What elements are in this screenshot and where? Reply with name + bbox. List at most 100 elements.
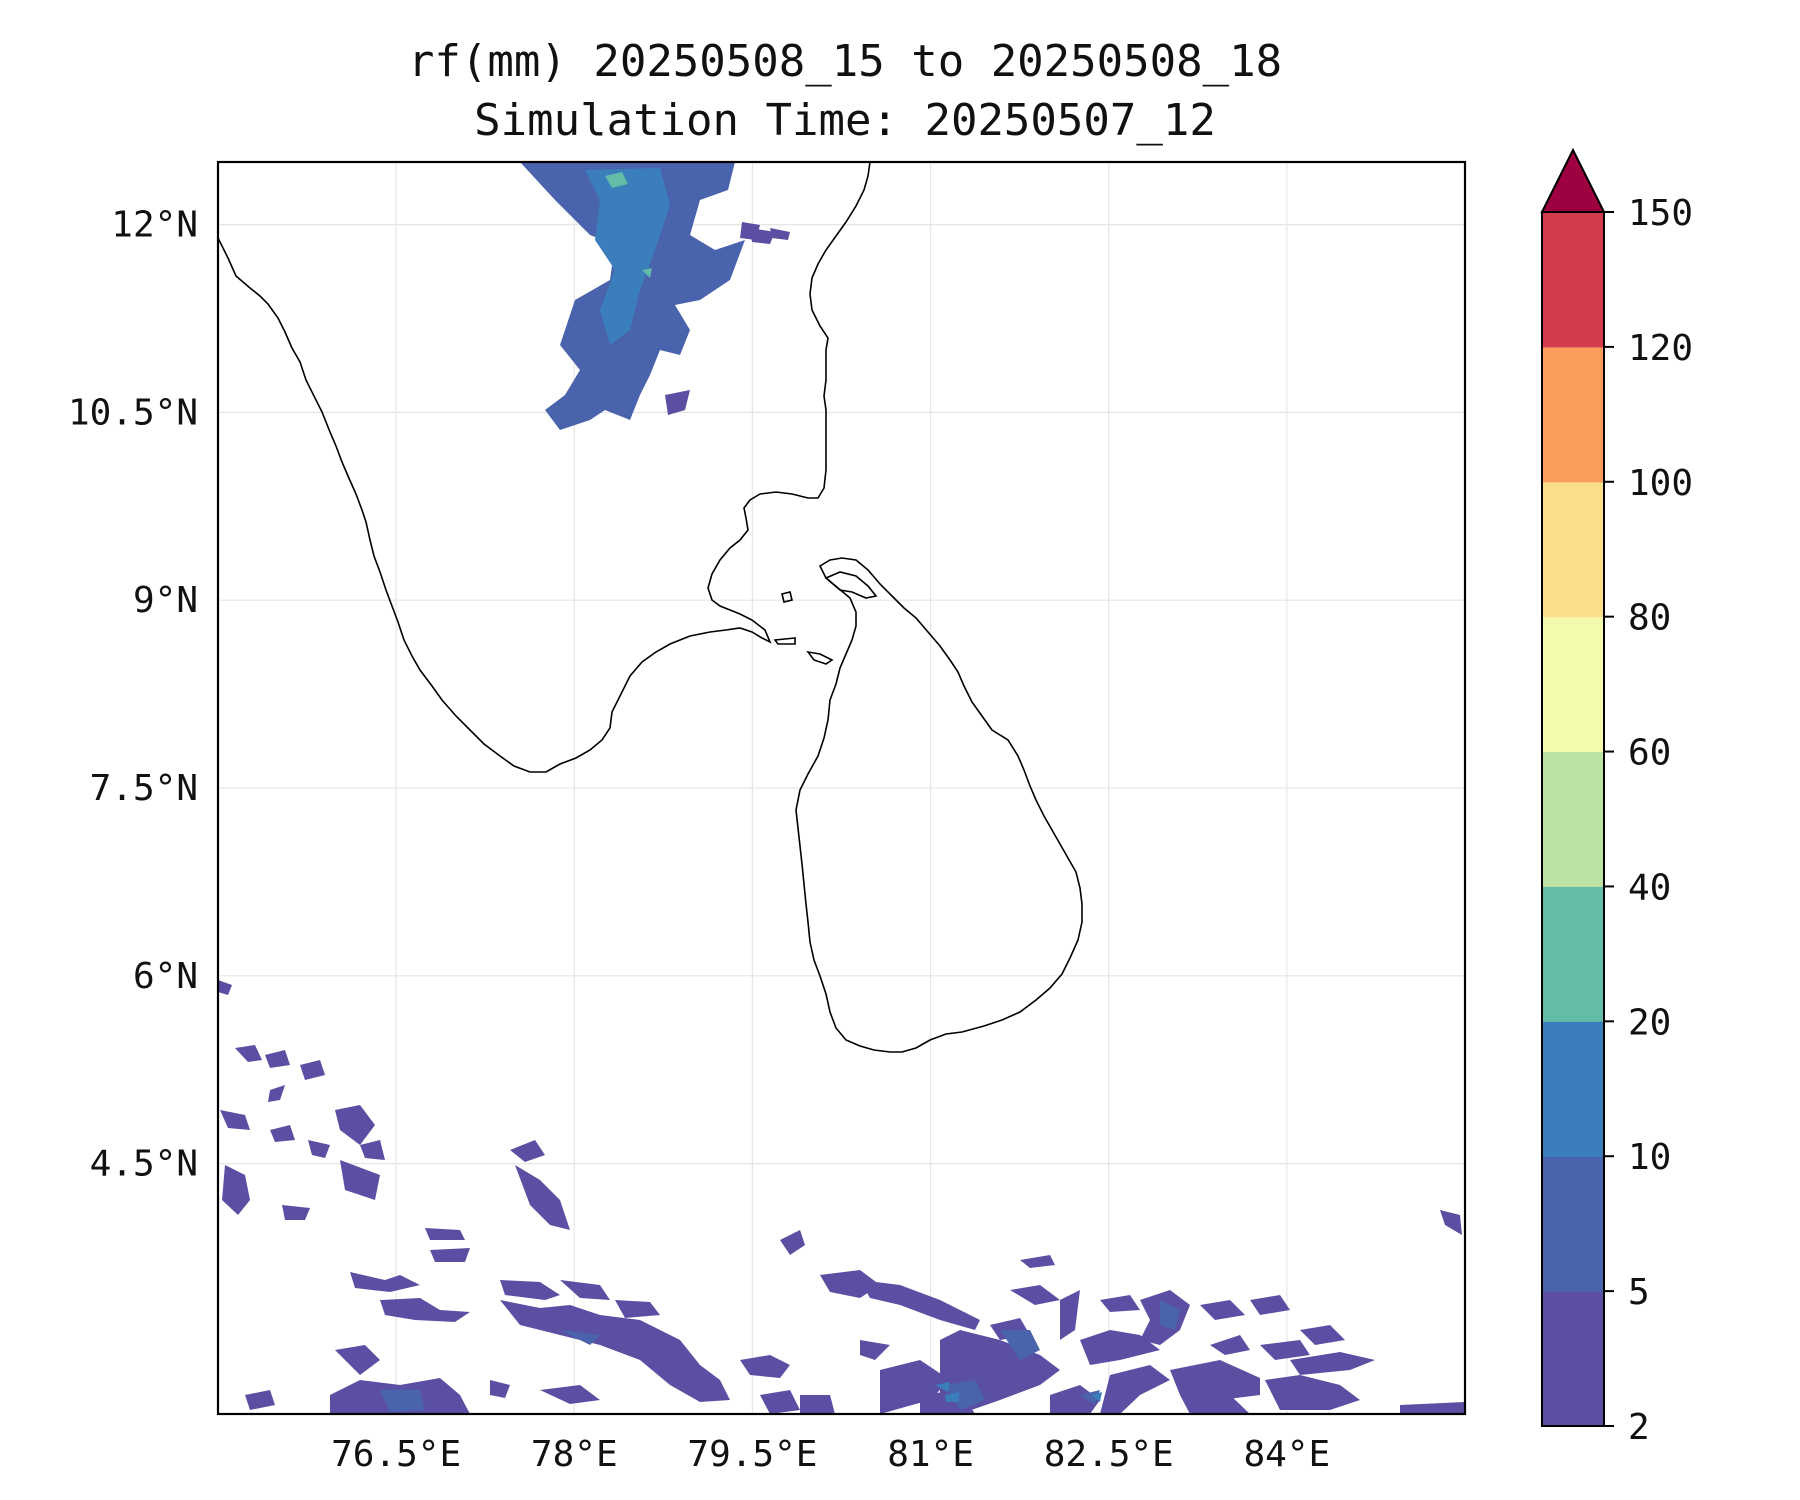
rain-cell-5-10 [560, 1330, 600, 1345]
rain-cell [1060, 1290, 1080, 1340]
rain-cell [1290, 1352, 1375, 1375]
rain-cell [820, 1270, 880, 1298]
rain-cell [245, 1390, 275, 1410]
rain-cell [1300, 1325, 1345, 1345]
rain-cell [515, 1165, 570, 1230]
lat-tick-label: 9°N [133, 580, 198, 621]
rain-cell [308, 1140, 330, 1158]
rain-cell [1200, 1300, 1245, 1320]
rain-cell [360, 1140, 385, 1160]
rain-cell-10-20 [935, 1382, 950, 1392]
rain-cell [1180, 1395, 1250, 1414]
lon-tick-label: 78°E [531, 1434, 618, 1475]
gridlines [218, 162, 1465, 1414]
rain-cell [860, 1340, 890, 1360]
rain-cell [500, 1280, 560, 1300]
rain-cell [282, 1205, 310, 1220]
rain-cell [1170, 1360, 1260, 1400]
lon-tick-label: 82.5°E [1044, 1434, 1174, 1475]
map-frame [216, 160, 1467, 1416]
lon-tick-label: 84°E [1244, 1434, 1331, 1475]
lon-tick-label: 76.5°E [331, 1434, 461, 1475]
rain-cell [1100, 1295, 1140, 1312]
colorbar-segment [1542, 1021, 1604, 1157]
rain-cluster-north-core [585, 168, 670, 345]
rain-cell [880, 1360, 950, 1414]
colorbar-segment [1542, 346, 1604, 483]
rain-cluster-north-peak [605, 172, 628, 188]
rain-cell-10-20 [1092, 1392, 1102, 1402]
coastlines [218, 162, 1083, 1053]
rain-cell [220, 1110, 250, 1130]
rain-cell [510, 1140, 545, 1162]
rain-cell-5-10 [1000, 1330, 1040, 1360]
longitude-labels: 76.5°E 78°E 79.5°E 81°E 82.5°E 84°E [331, 1434, 1330, 1475]
rain-cell [665, 390, 690, 415]
rain-cell [780, 1230, 805, 1255]
rain-cell-5-10 [945, 1380, 985, 1410]
rainfall-contours [218, 162, 1465, 1414]
lat-tick-label: 6°N [133, 956, 198, 997]
rain-cell [540, 1385, 600, 1404]
colorbar-tick-label: 60 [1628, 733, 1671, 774]
rain-cell [615, 1300, 660, 1318]
map-title: rf(mm) 20250508_15 to 20250508_18 [407, 36, 1283, 87]
mannar-island [806, 650, 834, 665]
colorbar-segment [1542, 1156, 1604, 1292]
india-coastline [218, 162, 871, 773]
rain-cell [1210, 1335, 1250, 1355]
colorbar-tick-label: 10 [1628, 1137, 1671, 1178]
colorbar-tick-label: 20 [1628, 1002, 1671, 1043]
colorbar-tick-label: 80 [1628, 598, 1671, 639]
rain-cell [1260, 1340, 1310, 1360]
rain-cell [350, 1272, 420, 1292]
colorbar-segment [1542, 481, 1604, 618]
colorbar-tick-label: 150 [1628, 193, 1693, 234]
rain-cell [335, 1345, 380, 1375]
rain-cell [270, 1125, 295, 1142]
rain-cell [300, 1060, 325, 1080]
rain-cell [1265, 1375, 1360, 1410]
colorbar-tick-label: 5 [1628, 1272, 1650, 1313]
rain-cell [490, 1380, 510, 1398]
colorbar: 2 5 10 20 40 60 80 100 120 150 [1540, 147, 1693, 1448]
rain-cell [425, 1228, 465, 1240]
rain-cell [340, 1160, 380, 1200]
colorbar-extend-arrow [1540, 147, 1606, 213]
colorbar-tick-label: 40 [1628, 867, 1671, 908]
rain-cell [1250, 1295, 1290, 1315]
rain-cell [265, 1050, 290, 1068]
rain-cell [335, 1105, 375, 1145]
rain-cell [500, 1300, 730, 1402]
rain-cell [560, 1280, 610, 1300]
lon-tick-label: 81°E [887, 1434, 974, 1475]
colorbar-tick-label: 2 [1628, 1407, 1650, 1448]
rain-cell [860, 1280, 980, 1330]
colorbar-segment [1542, 212, 1604, 348]
rain-cell [268, 1085, 285, 1102]
map-subtitle: Simulation Time: 20250507_12 [474, 95, 1216, 146]
rain-cell [380, 1298, 470, 1322]
rain-cell [222, 1165, 250, 1215]
colorbar-segment [1542, 616, 1604, 753]
rain-cell [1440, 1210, 1462, 1235]
lat-tick-label: 10.5°N [68, 392, 198, 433]
lon-tick-label: 79.5°E [687, 1434, 817, 1475]
rain-cell [235, 1045, 262, 1062]
colorbar-tick-label: 100 [1628, 463, 1693, 504]
rain-cell [1010, 1285, 1060, 1305]
rain-cell [1020, 1255, 1055, 1268]
palk-islet [773, 637, 796, 645]
rain-cell [740, 1355, 790, 1378]
rain-cell-5-10 [1160, 1300, 1180, 1330]
rain-cell [218, 980, 232, 995]
rain-cell [430, 1248, 470, 1262]
rain-cell-10-20 [945, 1392, 960, 1402]
colorbar-segment [1542, 1291, 1604, 1427]
rain-cell [750, 228, 775, 244]
colorbar-tick-label: 120 [1628, 328, 1693, 369]
colorbar-frame [1541, 211, 1605, 1427]
lagoon [781, 591, 793, 603]
rain-cell [1100, 1365, 1170, 1414]
